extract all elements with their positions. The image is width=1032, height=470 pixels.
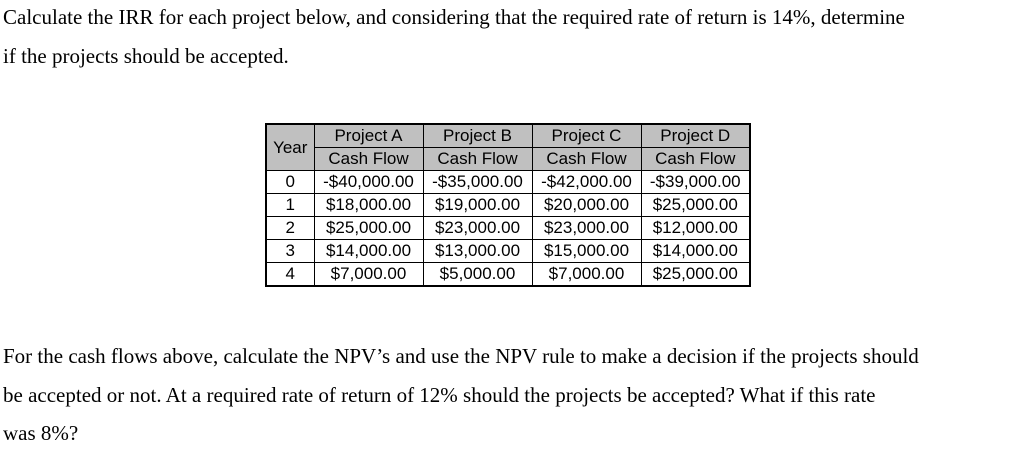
cashflow-cell: $5,000.00 — [422, 262, 533, 287]
column-subheader-cashflow-b: Cash Flow — [422, 147, 533, 171]
outro-line-3: was 8%? — [3, 421, 79, 445]
cashflow-cell: -$35,000.00 — [422, 170, 533, 194]
intro-line-2: if the projects should be accepted. — [3, 43, 289, 68]
column-subheader-cashflow-c: Cash Flow — [531, 147, 642, 171]
year-cell: 0 — [265, 170, 315, 194]
cashflow-cell: $23,000.00 — [531, 216, 642, 240]
cashflow-cell: $23,000.00 — [422, 216, 533, 240]
cashflow-cell: $15,000.00 — [531, 239, 642, 263]
cashflow-cell: $14,000.00 — [313, 239, 424, 263]
cashflow-cell: -$39,000.00 — [640, 170, 751, 194]
cashflow-cell: $7,000.00 — [313, 262, 424, 287]
cashflow-cell: $20,000.00 — [531, 193, 642, 217]
cashflow-cell: $25,000.00 — [313, 216, 424, 240]
column-header-project-b: Project B — [422, 123, 533, 148]
cashflow-cell: $25,000.00 — [640, 262, 751, 287]
outro-line-2: be accepted or not. At a required rate o… — [3, 382, 876, 407]
year-column-header: Year — [265, 123, 315, 171]
column-header-project-d: Project D — [640, 123, 751, 148]
cashflow-cell: $12,000.00 — [640, 216, 751, 240]
column-header-project-c: Project C — [531, 123, 642, 148]
outro-paragraph: For the cash flows above, calculate the … — [3, 337, 919, 453]
cashflow-cell: $13,000.00 — [422, 239, 533, 263]
table-row-year-1: 1 $18,000.00 $19,000.00 $20,000.00 $25,0… — [265, 193, 751, 217]
cashflow-cell: -$40,000.00 — [313, 170, 424, 194]
outro-line-1: For the cash flows above, calculate the … — [3, 344, 919, 368]
column-subheader-cashflow-a: Cash Flow — [313, 147, 424, 171]
year-cell: 3 — [265, 239, 315, 263]
intro-line-1: Calculate the IRR for each project below… — [3, 5, 905, 29]
table-row-year-3: 3 $14,000.00 $13,000.00 $15,000.00 $14,0… — [265, 239, 751, 263]
table-header-row-subtitles: Cash Flow Cash Flow Cash Flow Cash Flow — [266, 147, 751, 171]
intro-paragraph: Calculate the IRR for each project below… — [3, 0, 905, 75]
cashflow-cell: -$42,000.00 — [531, 170, 642, 194]
year-cell: 2 — [265, 216, 315, 240]
cashflow-cell: $25,000.00 — [640, 193, 751, 217]
table-header-row-titles: Year Project A Project B Project C Proje… — [265, 123, 751, 171]
table-row-year-2: 2 $25,000.00 $23,000.00 $23,000.00 $12,0… — [265, 216, 751, 240]
column-subheader-cashflow-d: Cash Flow — [640, 147, 751, 171]
year-cell: 4 — [265, 262, 315, 287]
table-row-year-0: 0 -$40,000.00 -$35,000.00 -$42,000.00 -$… — [265, 170, 751, 194]
cashflow-cell: $19,000.00 — [422, 193, 533, 217]
cashflow-cell: $14,000.00 — [640, 239, 751, 263]
year-cell: 1 — [265, 193, 315, 217]
cashflow-table: Year Project A Project B Project C Proje… — [265, 123, 751, 287]
column-header-project-a: Project A — [313, 123, 424, 148]
cashflow-cell: $18,000.00 — [313, 193, 424, 217]
cashflow-cell: $7,000.00 — [531, 262, 642, 287]
table-row-year-4: 4 $7,000.00 $5,000.00 $7,000.00 $25,000.… — [265, 262, 751, 287]
